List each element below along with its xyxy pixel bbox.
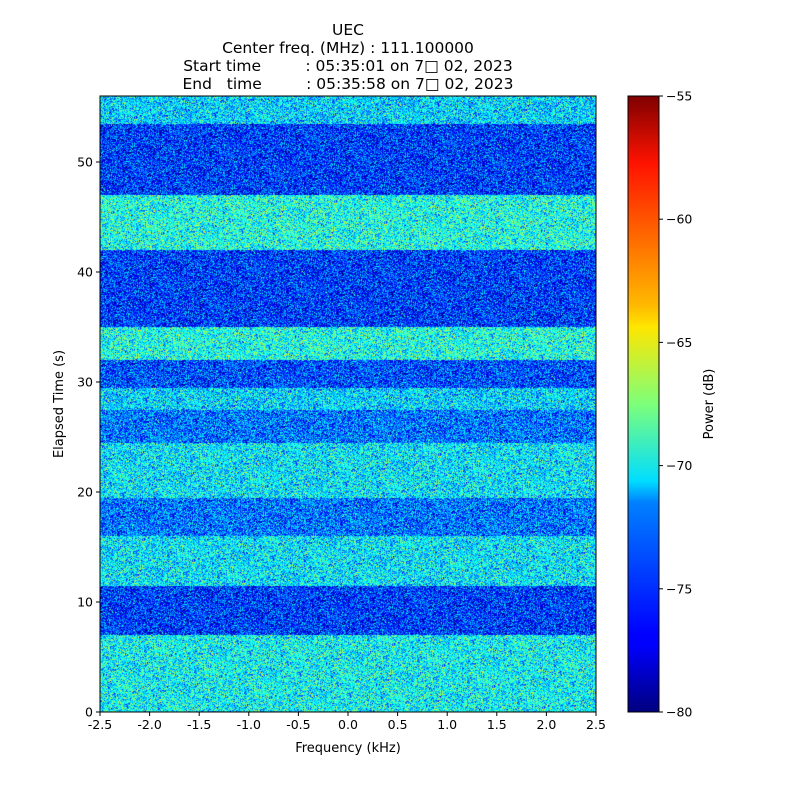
- colorbar-frame: [627, 95, 660, 713]
- colorbar-tick-label: −75: [666, 581, 692, 596]
- title-line-2: Center freq. (MHz) : 111.100000: [222, 39, 474, 57]
- colorbar-tick-label: −60: [666, 212, 692, 227]
- y-tick-label: 30: [77, 375, 93, 390]
- colorbar-gradient: [628, 96, 659, 712]
- y-axis: 0 10 20 30 40 50: [77, 155, 100, 720]
- x-tick-label: 2.0: [536, 717, 556, 732]
- y-tick-label: 0: [85, 705, 93, 720]
- x-tick-label: 1.5: [487, 717, 507, 732]
- title-line-1: UEC: [332, 21, 364, 39]
- colorbar-label: Power (dB): [702, 369, 717, 440]
- x-tick-label: -1.5: [187, 717, 211, 732]
- colorbar-tick-label: −55: [666, 89, 692, 104]
- y-tick-label: 10: [77, 595, 93, 610]
- spectrogram-heatmap: [100, 96, 596, 712]
- title-line-4: End time : 05:35:58 on 7□ 02, 2023: [182, 75, 514, 93]
- colorbar-tick-label: −65: [666, 335, 692, 350]
- x-tick-label: -2.0: [137, 717, 161, 732]
- x-tick-label: -2.5: [88, 717, 112, 732]
- x-axis-label: Frequency (kHz): [295, 741, 401, 756]
- x-tick-label: -0.5: [286, 717, 310, 732]
- colorbar-ticks: −80 −75 −70 −65 −60 −55: [659, 89, 692, 720]
- x-axis: -2.5 -2.0 -1.5 -1.0 -0.5 0.0 0.5 1.0 1.5 2.0 2.5: [88, 712, 606, 732]
- x-tick-label: 2.5: [586, 717, 606, 732]
- y-tick-label: 40: [77, 265, 93, 280]
- colorbar: −80 −75 −70 −65 −60 −55 Power (dB): [627, 89, 717, 720]
- title-line-3: Start time : 05:35:01 on 7□ 02, 2023: [183, 57, 513, 75]
- x-tick-label: 0.0: [338, 717, 358, 732]
- x-tick-label: -1.0: [237, 717, 261, 732]
- x-tick-label: 1.0: [437, 717, 457, 732]
- y-tick-label: 20: [77, 485, 93, 500]
- colorbar-tick-label: −80: [666, 705, 692, 720]
- colorbar-tick-label: −70: [666, 458, 692, 473]
- spectrogram-image: [100, 96, 596, 712]
- x-tick-label: 0.5: [388, 717, 408, 732]
- y-axis-label: Elapsed Time (s): [52, 350, 67, 458]
- y-tick-label: 50: [77, 155, 93, 170]
